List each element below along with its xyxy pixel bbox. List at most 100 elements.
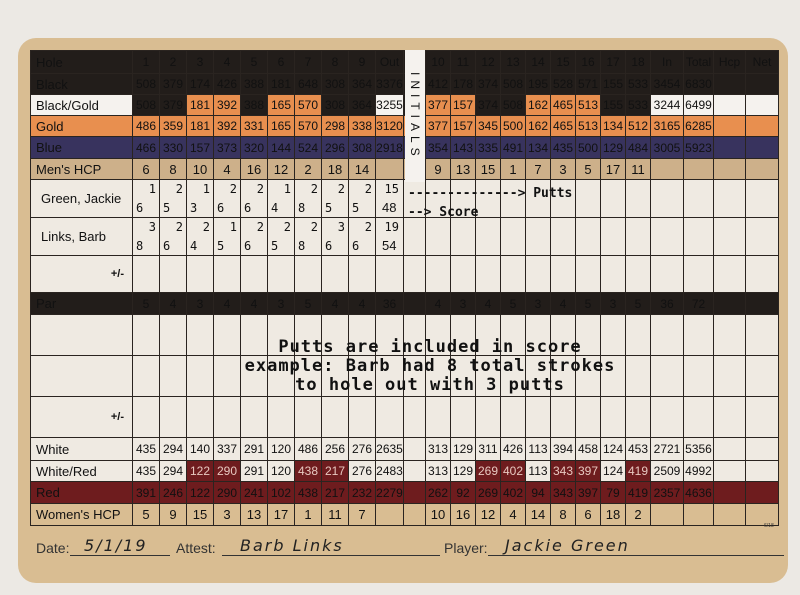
cell[interactable]	[550, 314, 576, 356]
cell[interactable]	[425, 255, 451, 293]
score-cell[interactable]	[625, 179, 651, 218]
cell[interactable]	[683, 255, 714, 293]
cell[interactable]	[348, 314, 376, 356]
initials-cell[interactable]	[403, 217, 426, 256]
cell[interactable]	[348, 255, 376, 293]
score-cell[interactable]	[425, 217, 451, 256]
initials-cell[interactable]	[403, 481, 426, 504]
cell[interactable]	[745, 437, 779, 461]
initials-cell[interactable]	[403, 292, 426, 315]
cell[interactable]	[713, 355, 746, 397]
cell[interactable]	[745, 158, 779, 180]
score-cell[interactable]	[745, 179, 779, 218]
initials-cell[interactable]	[403, 437, 426, 461]
cell[interactable]	[450, 396, 476, 438]
cell[interactable]	[625, 355, 651, 397]
score-cell[interactable]	[500, 217, 526, 256]
cell[interactable]	[600, 396, 626, 438]
cell[interactable]	[683, 158, 714, 180]
cell[interactable]	[525, 355, 551, 397]
score-cell[interactable]	[600, 217, 626, 256]
cell[interactable]	[745, 355, 779, 397]
cell[interactable]	[650, 158, 684, 180]
cell[interactable]	[159, 255, 187, 293]
cell[interactable]	[650, 396, 684, 438]
cell[interactable]	[600, 314, 626, 356]
cell[interactable]	[713, 481, 746, 504]
cell[interactable]	[267, 396, 295, 438]
score-cell[interactable]	[683, 179, 714, 218]
cell[interactable]	[500, 255, 526, 293]
cell[interactable]	[600, 355, 626, 397]
cell[interactable]	[745, 292, 779, 315]
cell[interactable]	[713, 136, 746, 159]
cell[interactable]	[745, 481, 779, 504]
score-cell[interactable]	[525, 179, 551, 218]
cell[interactable]	[683, 396, 714, 438]
cell[interactable]	[213, 396, 241, 438]
score-cell[interactable]	[450, 217, 476, 256]
cell[interactable]	[403, 355, 426, 397]
cell[interactable]	[745, 73, 779, 95]
date-field[interactable]: 5/1/19	[84, 536, 148, 555]
player-name-cell[interactable]	[30, 355, 133, 397]
cell[interactable]	[575, 396, 601, 438]
cell[interactable]	[625, 396, 651, 438]
cell[interactable]	[240, 255, 268, 293]
cell[interactable]	[550, 255, 576, 293]
player-name-cell[interactable]	[30, 314, 133, 356]
cell[interactable]	[525, 396, 551, 438]
cell[interactable]	[683, 503, 714, 526]
cell[interactable]	[375, 355, 404, 397]
cell[interactable]	[713, 94, 746, 116]
cell[interactable]	[375, 503, 404, 526]
score-cell[interactable]	[575, 217, 601, 256]
score-cell[interactable]	[650, 217, 684, 256]
score-cell[interactable]	[425, 179, 451, 218]
score-cell[interactable]	[575, 179, 601, 218]
cell[interactable]	[403, 255, 426, 293]
cell[interactable]	[713, 314, 746, 356]
cell[interactable]	[450, 255, 476, 293]
cell[interactable]	[425, 396, 451, 438]
cell[interactable]	[550, 396, 576, 438]
out-total-cell[interactable]: 19 54	[375, 217, 404, 256]
cell[interactable]	[321, 355, 349, 397]
score-cell[interactable]	[625, 217, 651, 256]
cell[interactable]	[213, 255, 241, 293]
attest-field[interactable]: Barb Links	[240, 536, 344, 555]
cell[interactable]	[475, 396, 501, 438]
score-cell[interactable]	[713, 179, 746, 218]
cell[interactable]	[713, 503, 746, 526]
score-cell[interactable]	[550, 179, 576, 218]
cell[interactable]	[159, 396, 187, 438]
cell[interactable]	[240, 396, 268, 438]
cell[interactable]	[348, 355, 376, 397]
out-total-cell[interactable]: 15 48	[375, 179, 404, 218]
cell[interactable]	[683, 355, 714, 397]
cell[interactable]	[321, 255, 349, 293]
cell[interactable]	[650, 503, 684, 526]
cell[interactable]	[294, 355, 322, 397]
cell[interactable]	[525, 255, 551, 293]
cell[interactable]	[186, 314, 214, 356]
cell[interactable]	[713, 73, 746, 95]
cell[interactable]	[450, 314, 476, 356]
cell[interactable]	[267, 255, 295, 293]
cell[interactable]	[375, 255, 404, 293]
cell[interactable]	[186, 396, 214, 438]
cell[interactable]	[375, 396, 404, 438]
cell[interactable]	[267, 314, 295, 356]
